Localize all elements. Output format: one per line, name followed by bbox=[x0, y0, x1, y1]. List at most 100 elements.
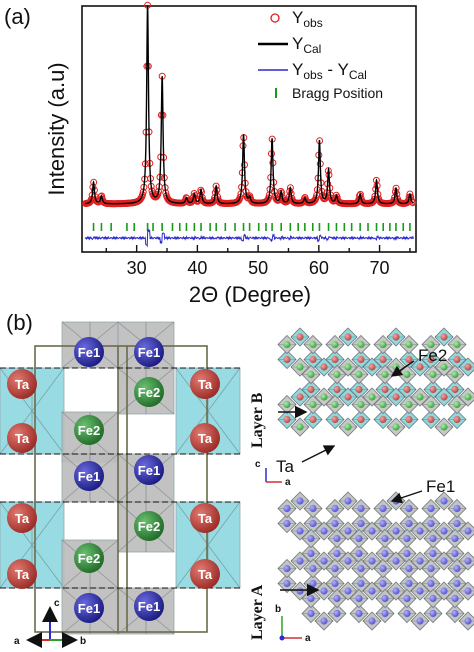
atom-dot bbox=[392, 587, 400, 595]
legend-bragg-label: Bragg Position bbox=[292, 85, 383, 101]
atom-sphere bbox=[7, 369, 37, 399]
atom-dot bbox=[331, 564, 339, 573]
atom-dot bbox=[307, 385, 315, 394]
layer-a-b-label: b bbox=[275, 604, 281, 615]
atom-dot bbox=[333, 534, 341, 543]
obs-point bbox=[312, 194, 320, 202]
atom-dot bbox=[405, 340, 413, 349]
atom-dot bbox=[392, 423, 400, 431]
x-axis-tick-labels: 30 40 50 60 70 bbox=[127, 258, 390, 278]
atom-dot bbox=[379, 579, 387, 588]
atom-dot bbox=[307, 549, 315, 558]
atom-fe1: Fe1 bbox=[74, 337, 104, 367]
atom-sphere bbox=[74, 337, 104, 367]
atom-label: Fe1 bbox=[138, 599, 160, 614]
a-axis-label: a bbox=[14, 636, 20, 647]
x-tick-label: 30 bbox=[127, 258, 147, 278]
atom-dot bbox=[429, 370, 437, 379]
atom-dot bbox=[381, 549, 389, 558]
atom-dot bbox=[440, 557, 448, 565]
atom-dot bbox=[331, 519, 339, 528]
atom-sphere bbox=[190, 559, 220, 589]
atom-dot bbox=[357, 400, 365, 409]
atom-fe2: Fe2 bbox=[134, 377, 164, 407]
atom-dot bbox=[331, 415, 339, 424]
x-axis-ticks bbox=[105, 245, 411, 252]
atom-dot bbox=[451, 370, 459, 379]
atom-dot bbox=[344, 393, 352, 401]
atom-dot bbox=[357, 564, 365, 573]
atom-dot bbox=[320, 557, 328, 565]
atom-dot bbox=[283, 579, 291, 588]
atom-sphere bbox=[134, 591, 164, 621]
atom-label: Ta bbox=[15, 431, 30, 446]
chart-legend: Yobs YCal Yobs - YCal Bragg Position bbox=[258, 8, 383, 101]
atom-dot bbox=[357, 579, 365, 588]
atom-dot bbox=[355, 370, 363, 379]
atom-label: Fe2 bbox=[138, 385, 160, 400]
atom-label: Ta bbox=[198, 567, 213, 582]
plot-frame bbox=[81, 5, 417, 253]
atom-dot bbox=[344, 333, 352, 341]
atom-dot bbox=[451, 609, 459, 618]
atom-dot bbox=[392, 557, 400, 565]
x-tick-label: 40 bbox=[187, 258, 207, 278]
atom-label: Ta bbox=[15, 567, 30, 582]
atom-dot bbox=[331, 340, 339, 349]
atom-dot bbox=[296, 497, 304, 505]
atom-dot bbox=[403, 370, 411, 379]
atom-sphere bbox=[74, 461, 104, 491]
atom-dot bbox=[405, 519, 413, 528]
atom-dot bbox=[368, 527, 376, 535]
atom-dot bbox=[392, 527, 400, 535]
legend-diff-label: Yobs - YCal bbox=[292, 60, 367, 82]
atom-dot bbox=[283, 400, 291, 409]
atom-dot bbox=[429, 549, 437, 558]
atom-dot bbox=[357, 340, 365, 349]
y-axis-title: Intensity (a.u) bbox=[44, 62, 69, 195]
atom-dot bbox=[440, 423, 448, 431]
atom-sphere bbox=[134, 511, 164, 541]
fe2-callout-arrow bbox=[390, 360, 415, 377]
atom-dot bbox=[344, 527, 352, 535]
legend-cal-label: YCal bbox=[292, 34, 321, 56]
atom-dot bbox=[331, 400, 339, 409]
atom-dot bbox=[357, 519, 365, 528]
atom-dot bbox=[309, 340, 317, 349]
calculated-curve bbox=[84, 5, 414, 205]
atom-fe1: Fe1 bbox=[134, 337, 164, 367]
atom-ta: Ta bbox=[7, 503, 37, 533]
atom-dot bbox=[283, 340, 291, 349]
obs-point bbox=[154, 190, 162, 198]
fe2-callout-label: Fe2 bbox=[418, 346, 447, 365]
atom-dot bbox=[440, 393, 448, 401]
atom-dot bbox=[283, 355, 291, 364]
x-tick-label: 70 bbox=[370, 258, 390, 278]
atom-dot bbox=[451, 385, 459, 394]
atom-dot bbox=[333, 609, 341, 618]
layer-b-c-label: c bbox=[255, 459, 261, 470]
atom-dot bbox=[464, 363, 472, 371]
layer-b-a-label: a bbox=[285, 477, 291, 488]
atom-dot bbox=[283, 504, 291, 513]
atom-dot bbox=[344, 587, 352, 595]
atom-dot bbox=[416, 557, 424, 565]
atom-dot bbox=[440, 497, 448, 505]
atom-dot bbox=[405, 400, 413, 409]
atom-dot bbox=[379, 519, 387, 528]
atom-dot bbox=[403, 594, 411, 603]
atoms: Fe1 Fe1 Ta Fe2 Ta Ta Fe2 Ta Fe1 Fe1 Ta Fe2 Ta Ta Fe2 Ta… bbox=[7, 337, 220, 623]
atom-dot bbox=[333, 370, 341, 379]
atom-dot bbox=[453, 579, 461, 588]
atom-fe1: Fe1 bbox=[74, 593, 104, 623]
obs-point bbox=[137, 194, 145, 202]
x-axis-title: 2Θ (Degree) bbox=[189, 282, 311, 307]
obs-point bbox=[408, 198, 416, 206]
atom-dot bbox=[403, 609, 411, 618]
layer-b-polyhedra bbox=[277, 327, 474, 437]
x-tick-label: 50 bbox=[248, 258, 268, 278]
atom-dot bbox=[307, 594, 315, 603]
atom-dot bbox=[440, 363, 448, 371]
atom-dot bbox=[429, 594, 437, 603]
axes-indicator-layer-a: b a bbox=[275, 604, 311, 644]
